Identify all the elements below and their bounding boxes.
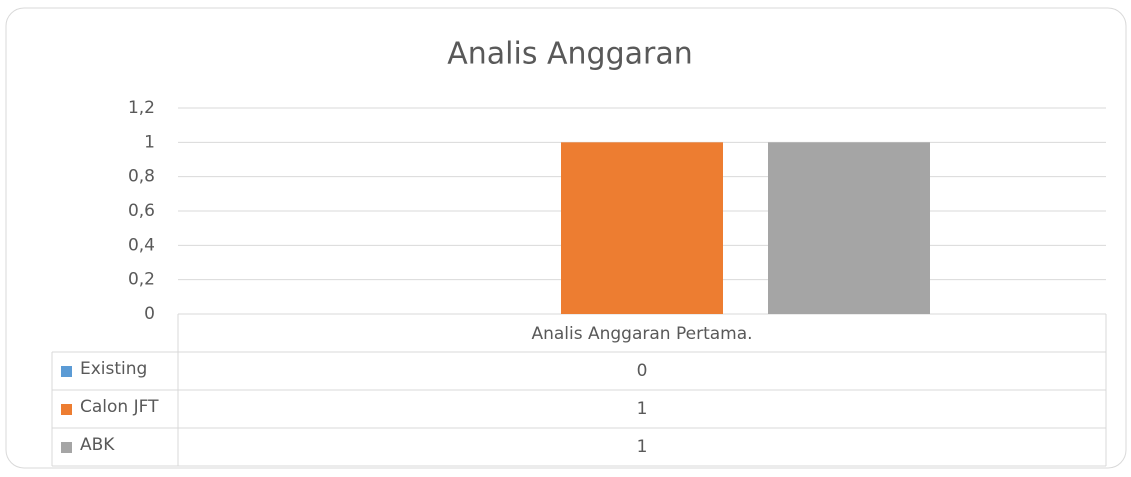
bar [561, 142, 723, 314]
y-tick-label: 0,6 [128, 201, 155, 221]
x-tick-label: Analis Anggaran Pertama. [531, 324, 752, 344]
table-value: 0 [637, 361, 648, 381]
legend-key [61, 366, 72, 377]
table-value: 1 [637, 399, 648, 419]
legend-label: Calon JFT [80, 397, 159, 417]
legend-key [61, 442, 72, 453]
y-tick-label: 1 [144, 132, 155, 152]
y-tick-label: 0 [144, 304, 155, 324]
bar [768, 142, 930, 314]
legend-key [61, 404, 72, 415]
y-tick-label: 0,2 [128, 270, 155, 290]
legend-label: Existing [80, 359, 147, 379]
legend-label: ABK [80, 435, 115, 455]
y-tick-label: 0,4 [128, 235, 155, 255]
y-tick-label: 1,2 [128, 98, 155, 118]
chart-title: Analis Anggaran [447, 37, 693, 72]
y-tick-label: 0,8 [128, 167, 155, 187]
table-value: 1 [637, 437, 648, 457]
